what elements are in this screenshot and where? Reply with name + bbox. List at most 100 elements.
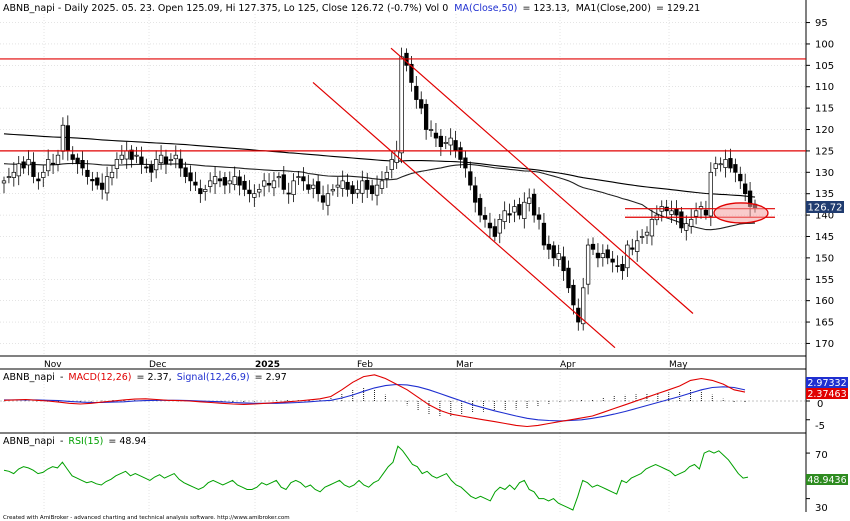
candle-body xyxy=(615,265,620,267)
candle-body xyxy=(448,137,453,146)
rsi-tag: 48.9436 xyxy=(806,474,848,486)
candle-body xyxy=(561,256,566,272)
candle-body xyxy=(85,169,90,177)
candle-body xyxy=(70,154,75,160)
macd-tick-0: 0 xyxy=(817,399,823,410)
candle-body xyxy=(109,171,115,179)
candle-body xyxy=(65,125,70,152)
candle-body xyxy=(556,253,561,260)
last-price-tag: 126.72 xyxy=(806,201,844,214)
price-tick-label: 145 xyxy=(815,232,834,243)
candle-body xyxy=(443,142,448,144)
candle-body xyxy=(55,154,61,165)
candle-body xyxy=(16,163,21,177)
candle-body xyxy=(718,163,723,166)
x-label-nov: Nov xyxy=(44,360,62,370)
candle-body xyxy=(463,157,468,169)
candle-body xyxy=(433,132,439,139)
macd-axis: 0 -5 xyxy=(815,399,825,432)
candle-body xyxy=(320,195,326,203)
candle-body xyxy=(129,149,134,160)
chart-header: ABNB_napi - Daily 2025. 05. 23. Open 125… xyxy=(3,3,700,14)
time-axis: Nov Dec 2025 Feb Mar Apr May xyxy=(44,360,688,370)
candle-body xyxy=(527,197,532,204)
candle-body xyxy=(104,176,110,194)
candle-body xyxy=(693,210,699,217)
x-label-may: May xyxy=(669,360,688,370)
candle-body xyxy=(531,193,537,216)
candle-body xyxy=(266,182,272,186)
candle-body xyxy=(492,226,497,237)
candle-body xyxy=(350,185,355,195)
candle-body xyxy=(541,222,547,246)
macd-signal-tag: 2.97332 xyxy=(806,377,848,389)
last-price-value: 126.72 xyxy=(808,203,843,214)
candle-body xyxy=(46,159,51,172)
candle-body xyxy=(684,223,689,231)
candle-body xyxy=(453,140,458,152)
candle-body xyxy=(477,198,483,216)
rsi-header: ABNB_napi - RSI(15) = 48.94 xyxy=(3,436,147,447)
candle-body xyxy=(374,184,380,196)
candle-body xyxy=(193,181,198,186)
price-tick-label: 165 xyxy=(815,318,834,329)
candle-body xyxy=(134,154,139,157)
candle-body xyxy=(340,180,345,189)
svg-text:2.37463: 2.37463 xyxy=(807,389,846,400)
candle-body xyxy=(473,185,478,203)
candle-body xyxy=(355,189,360,194)
candle-body xyxy=(60,124,66,152)
macd-lines xyxy=(3,374,746,428)
candle-body xyxy=(590,243,596,250)
price-tick-label: 160 xyxy=(815,296,834,307)
rsi-axis: 70 30 xyxy=(815,450,828,514)
chart-title: ABNB_napi - Daily 2025. 05. 23. Open 125… xyxy=(3,3,700,14)
price-tick-label: 135 xyxy=(815,189,834,200)
highlight-ellipse xyxy=(713,202,769,224)
candle-body xyxy=(208,180,213,187)
candle-body xyxy=(713,163,718,169)
ma200-line xyxy=(3,133,756,198)
signal-path xyxy=(4,383,746,422)
candle-body xyxy=(217,178,223,182)
candle-body xyxy=(281,174,286,190)
candle-body xyxy=(743,183,748,195)
candle-body xyxy=(276,176,282,179)
candle-body xyxy=(11,171,16,178)
candle-body xyxy=(345,181,350,190)
candle-body xyxy=(6,176,12,178)
candle-body xyxy=(585,244,591,285)
candle-body xyxy=(252,193,257,198)
candle-body xyxy=(21,161,26,169)
candle-body xyxy=(100,182,105,190)
candle-body xyxy=(306,184,311,190)
candle-body xyxy=(237,176,242,186)
macd-tick-minus5: -5 xyxy=(815,421,825,432)
candle-body xyxy=(409,63,414,83)
price-tick-label: 150 xyxy=(815,253,834,264)
candle-body xyxy=(154,159,159,171)
candle-body xyxy=(674,208,679,216)
candle-body xyxy=(649,219,655,237)
candle-body xyxy=(36,178,41,182)
candle-body xyxy=(286,192,291,195)
candle-body xyxy=(679,211,684,229)
candle-body xyxy=(262,180,267,187)
channel-upper-line xyxy=(390,47,694,314)
candle-body xyxy=(497,219,502,234)
candle-body xyxy=(178,158,183,169)
candle-body xyxy=(581,287,586,325)
price-tick-label: 105 xyxy=(815,61,834,72)
footer-credit: Created with AmiBroker - advanced charti… xyxy=(3,515,290,521)
price-tick-label: 115 xyxy=(815,104,834,115)
ma200-path xyxy=(3,133,756,198)
candle-body xyxy=(571,284,576,306)
candle-body xyxy=(1,180,7,184)
x-label-mar: Mar xyxy=(456,360,473,370)
candle-body xyxy=(723,159,728,168)
candle-body xyxy=(119,154,124,160)
rsi-tick-30: 30 xyxy=(815,503,828,514)
candle-body xyxy=(468,171,473,186)
price-tick-label: 130 xyxy=(815,168,834,179)
